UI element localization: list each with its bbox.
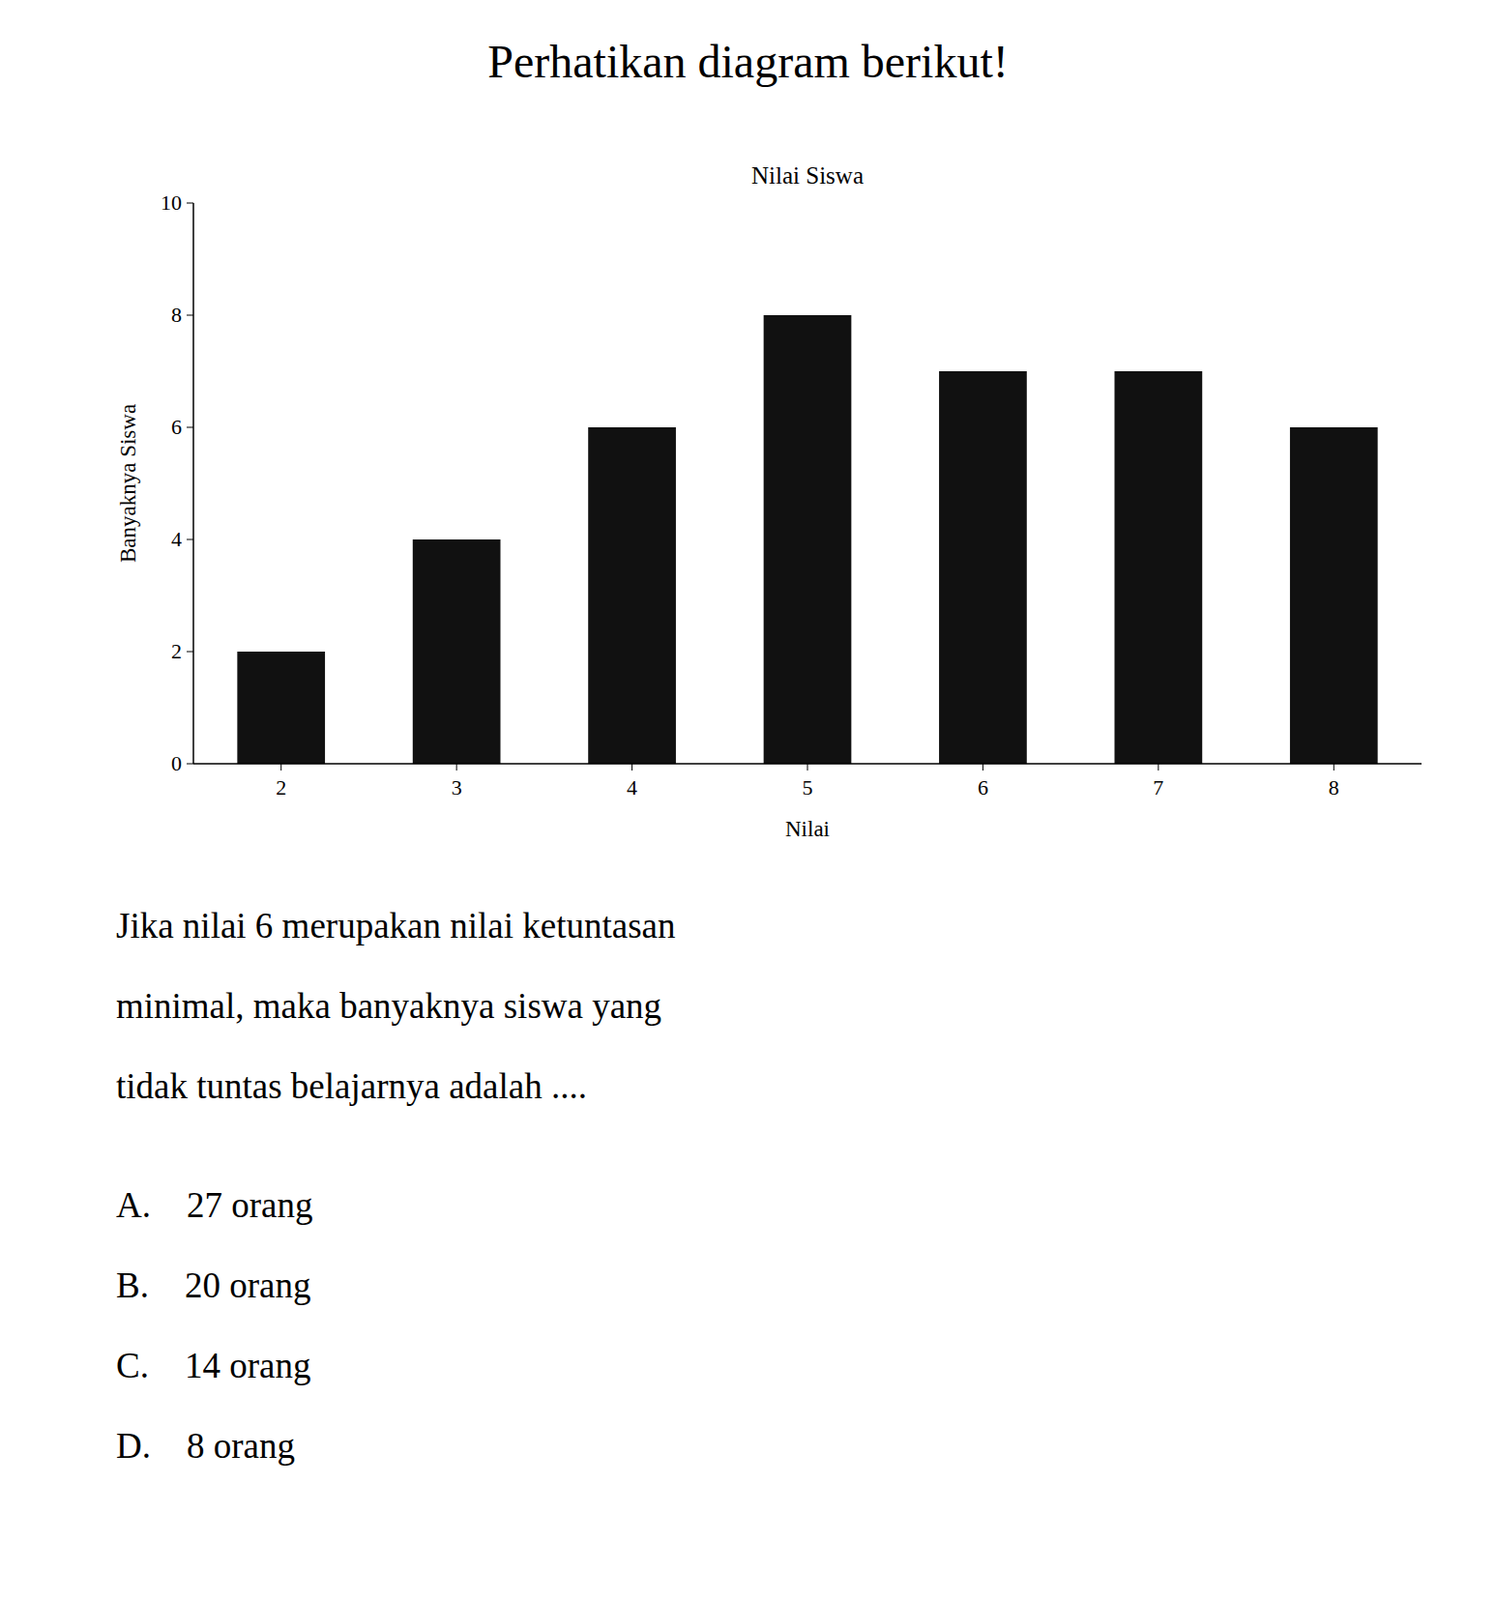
question-line: Jika nilai 6 merupakan nilai ketuntasan <box>116 906 675 946</box>
x-tick <box>1157 763 1159 771</box>
y-axis <box>192 203 195 764</box>
option: C. 14 orang <box>116 1346 311 1386</box>
bar <box>763 315 852 764</box>
bar <box>1290 427 1379 764</box>
x-tick <box>280 763 282 771</box>
x-tick <box>1333 763 1335 771</box>
bar <box>587 427 676 764</box>
x-tick-label: 7 <box>1152 775 1164 800</box>
x-tick-label: 4 <box>626 775 638 800</box>
bar <box>412 539 501 764</box>
y-axis-label: Banyaknya Siswa <box>116 404 141 563</box>
y-tick <box>186 651 194 653</box>
x-tick <box>807 763 809 771</box>
x-tick-label: 5 <box>802 775 814 800</box>
y-tick-label: 10 <box>160 190 182 215</box>
y-tick-label: 6 <box>171 414 182 440</box>
y-tick-label: 2 <box>171 639 182 664</box>
x-tick <box>631 763 633 771</box>
y-tick <box>186 203 194 205</box>
bar <box>236 651 325 764</box>
question-line: tidak tuntas belajarnya adalah .... <box>116 1066 587 1107</box>
y-tick <box>186 539 194 541</box>
y-tick <box>186 315 194 317</box>
x-tick-label: 2 <box>275 775 287 800</box>
x-tick-label: 3 <box>451 775 463 800</box>
y-tick <box>186 763 194 765</box>
y-tick-label: 8 <box>171 302 182 327</box>
bar <box>1114 371 1203 764</box>
option: D. 8 orang <box>116 1426 295 1467</box>
x-tick-label: 8 <box>1328 775 1340 800</box>
option: A. 27 orang <box>116 1185 313 1226</box>
main-title: Perhatikan diagram berikut! <box>487 35 1008 88</box>
x-tick <box>982 763 984 771</box>
x-tick-label: 6 <box>977 775 989 800</box>
bars <box>236 315 1378 764</box>
chart-title: Nilai Siswa <box>751 162 864 189</box>
y-tick-label: 0 <box>171 751 182 776</box>
y-tick-label: 4 <box>171 527 182 552</box>
x-tick <box>456 763 458 771</box>
page: Perhatikan diagram berikut! Nilai Siswa 0 2… <box>0 0 1496 1600</box>
option: B. 20 orang <box>116 1265 311 1306</box>
x-axis-label: Nilai <box>785 817 830 842</box>
bar <box>938 371 1027 764</box>
question-line: minimal, maka banyaknya siswa yang <box>116 986 662 1027</box>
y-tick <box>186 427 194 429</box>
